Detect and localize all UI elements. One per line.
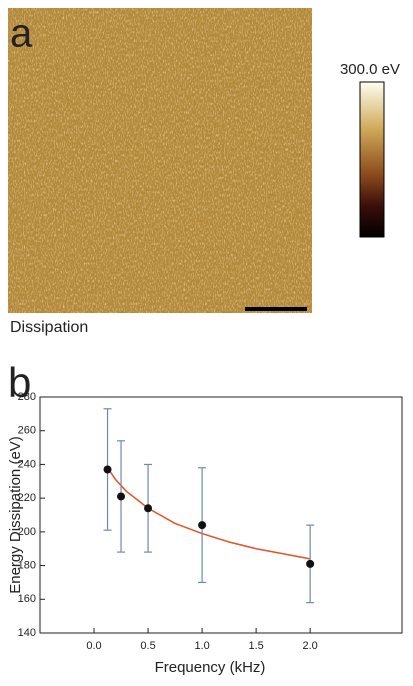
y-tick-label: 160 bbox=[18, 593, 36, 605]
panel-label: b bbox=[8, 359, 31, 406]
data-point bbox=[117, 492, 126, 501]
y-tick-label: 180 bbox=[18, 559, 36, 571]
x-tick-label: 0.0 bbox=[86, 640, 101, 652]
y-tick-label: 140 bbox=[18, 627, 36, 639]
x-axis-label: Frequency (kHz) bbox=[155, 659, 266, 676]
y-tick-label: 280 bbox=[18, 391, 36, 403]
fit-line bbox=[106, 467, 311, 560]
x-tick-label: 1.0 bbox=[194, 640, 209, 652]
data-point bbox=[198, 521, 207, 530]
x-tick-label: 2.0 bbox=[303, 640, 318, 652]
data-point bbox=[144, 504, 153, 513]
y-tick-label: 240 bbox=[18, 458, 36, 470]
x-tick-label: 0.5 bbox=[140, 640, 155, 652]
y-tick-label: 220 bbox=[18, 492, 36, 504]
colorbar bbox=[359, 81, 385, 238]
colorbar-label: 300.0 eV bbox=[340, 61, 400, 78]
x-tick-label: 1.5 bbox=[248, 640, 263, 652]
y-tick-label: 200 bbox=[18, 526, 36, 538]
afm-texture bbox=[8, 8, 312, 313]
plot-frame bbox=[39, 396, 403, 634]
panel-label: a bbox=[10, 12, 33, 56]
data-point bbox=[103, 465, 112, 474]
y-tick-label: 260 bbox=[18, 425, 36, 437]
data-point bbox=[306, 559, 315, 568]
y-axis-label: Energy Dissipation (eV) bbox=[7, 436, 24, 594]
caption: Dissipation bbox=[10, 319, 88, 336]
